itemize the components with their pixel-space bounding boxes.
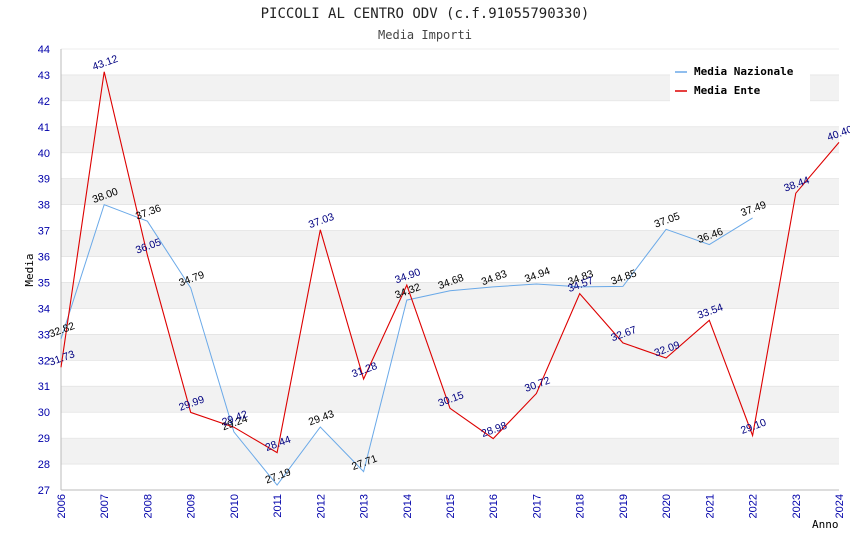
y-axis-label: Media (23, 253, 36, 286)
grid-band (61, 256, 839, 283)
y-tick-label: 41 (38, 122, 50, 134)
grid-band (61, 100, 839, 127)
x-tick-label: 2013 (359, 494, 371, 518)
x-tick-label: 2022 (748, 494, 760, 518)
y-tick-label: 31 (38, 381, 50, 393)
grid-band (61, 334, 839, 361)
x-tick-label: 2007 (99, 494, 111, 518)
y-tick-label: 34 (38, 303, 50, 315)
y-tick-label: 42 (38, 96, 50, 108)
x-tick-label: 2016 (488, 494, 500, 518)
series-line-media-ente (60, 71, 840, 454)
y-tick-label: 39 (38, 174, 50, 186)
legend-box (670, 60, 810, 102)
x-tick-label: 2006 (56, 494, 68, 518)
x-tick-label: 2009 (186, 494, 198, 518)
grid-band (61, 126, 839, 153)
y-tick-label: 36 (38, 252, 50, 264)
grid-band (61, 204, 839, 231)
x-tick-label: 2008 (142, 494, 154, 518)
y-tick-label: 43 (38, 70, 50, 82)
y-tick-label: 37 (38, 226, 50, 238)
y-tick-label: 27 (38, 485, 50, 497)
grid-band (61, 412, 839, 439)
y-axis-ticks: 27 28 29 30 31 32 33 34 35 36 37 38 39 40 41 42 43 44 (38, 44, 50, 497)
y-tick-label: 38 (38, 200, 50, 212)
y-tick-label: 35 (38, 277, 50, 289)
grid-band (61, 464, 839, 490)
grid-band (61, 360, 839, 387)
x-tick-label: 2010 (229, 494, 241, 518)
y-tick-label: 33 (38, 329, 50, 341)
series-lines (60, 71, 840, 486)
x-tick-label: 2023 (791, 494, 803, 518)
grid-band (61, 178, 839, 205)
grid-band (61, 230, 839, 257)
y-tick-label: 44 (38, 44, 50, 56)
y-tick-label: 32 (38, 355, 50, 367)
x-axis-label: Anno (812, 518, 839, 531)
chart-title: PICCOLI AL CENTRO ODV (c.f.91055790330) (261, 6, 590, 22)
y-tick-label: 40 (38, 148, 50, 160)
grid-band (61, 438, 839, 465)
x-axis-ticks: 2006 2007 2008 2009 2010 2011 2012 2013 2014 2015… (56, 494, 846, 518)
legend-label-media-ente: Media Ente (694, 84, 761, 97)
legend-label-media-nazionale: Media Nazionale (694, 65, 794, 78)
x-tick-label: 2012 (315, 494, 327, 518)
x-tick-label: 2017 (531, 494, 543, 518)
y-tick-label: 28 (38, 459, 50, 471)
x-tick-label: 2011 (272, 494, 284, 518)
grid-band (61, 282, 839, 309)
grid-band (61, 152, 839, 179)
series-line-media-nazionale (60, 203, 753, 486)
chart-subtitle: Media Importi (378, 28, 472, 42)
grid-bands (60, 48, 839, 491)
x-tick-label: 2015 (445, 494, 457, 518)
x-tick-label: 2019 (618, 494, 630, 518)
x-tick-label: 2020 (661, 494, 673, 518)
x-tick-label: 2021 (704, 494, 716, 518)
y-tick-label: 30 (38, 407, 50, 419)
x-tick-label: 2014 (402, 494, 414, 518)
x-tick-label: 2018 (575, 494, 587, 518)
y-tick-label: 29 (38, 433, 50, 445)
x-tick-label: 2024 (834, 494, 846, 518)
legend: Media Nazionale Media Ente (670, 60, 810, 102)
